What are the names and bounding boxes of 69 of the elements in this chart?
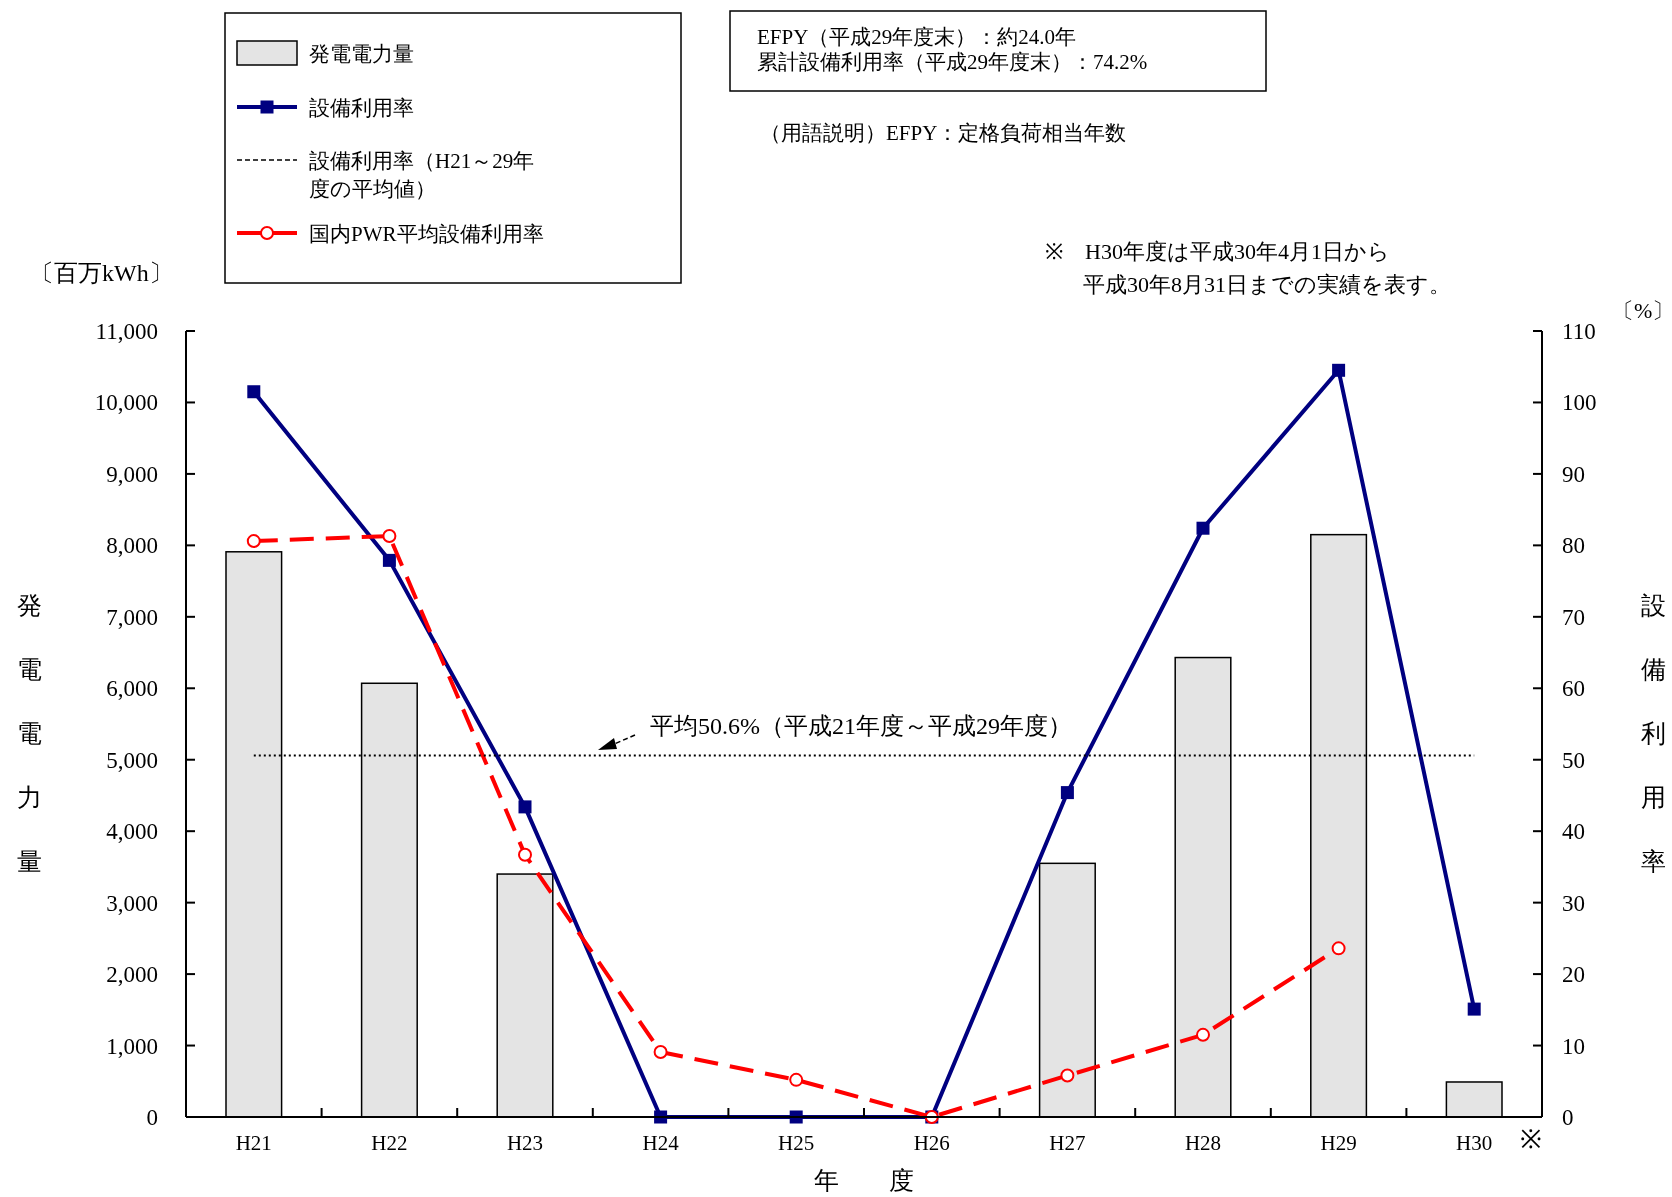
y-tick-label: 0 xyxy=(146,1105,158,1130)
y2-tick-label: 110 xyxy=(1562,319,1596,344)
y-tick-label: 6,000 xyxy=(106,676,158,702)
text: 発電電力量 xyxy=(16,592,42,875)
y2-tick-label: 20 xyxy=(1562,962,1585,988)
y2-tick-label: 50 xyxy=(1562,747,1585,773)
legend-label: 設備利用率 xyxy=(309,96,414,120)
y2-tick-label: 70 xyxy=(1562,604,1585,630)
y-tick-label: 7,000 xyxy=(106,604,158,630)
x-axis-title: 年 度 xyxy=(814,1167,914,1194)
point xyxy=(247,385,261,399)
y2-tick-label: 60 xyxy=(1562,676,1585,702)
x-tick-label: H23 xyxy=(506,1131,544,1155)
y-tick-label: 4,000 xyxy=(106,819,158,845)
legend-label: 国内PWR平均設備利用率 xyxy=(309,222,544,246)
y2-tick-label: 30 xyxy=(1562,890,1585,916)
text: 〔百万kWh〕 xyxy=(30,260,173,286)
y-tick-label: 8,000 xyxy=(106,533,158,559)
y-tick-label: 10,000 xyxy=(94,390,158,416)
x-tick-label: H25 xyxy=(778,1131,815,1155)
y-tick-label: 2,000 xyxy=(106,962,158,988)
point xyxy=(382,553,396,567)
x-tick-label: H30 xyxy=(1456,1131,1493,1155)
x-tick-label: H26 xyxy=(913,1131,950,1155)
x-tick-label: H24 xyxy=(642,1131,680,1155)
legend-label: 発電電力量 xyxy=(309,42,414,66)
point xyxy=(1332,363,1346,377)
y-tick-label: 9,000 xyxy=(106,461,158,487)
point xyxy=(1467,1002,1481,1016)
y-tick-label: 11,000 xyxy=(95,319,158,344)
legend-label: 設備利用率（H21～29年度の平均値） xyxy=(309,149,535,201)
y2-tick-label: 100 xyxy=(1562,390,1597,416)
point xyxy=(518,847,532,862)
y-tick-label: 1,000 xyxy=(106,1033,158,1059)
point xyxy=(1060,786,1074,800)
text: 設備利用率 xyxy=(1640,592,1666,875)
point xyxy=(653,1044,668,1059)
y2-tick-label: 10 xyxy=(1562,1033,1585,1059)
point xyxy=(1060,1068,1075,1083)
x-tick-label: H29 xyxy=(1320,1131,1357,1155)
x-tick-label: H28 xyxy=(1184,1131,1222,1155)
text: ※ xyxy=(1520,1125,1542,1154)
point xyxy=(789,1072,804,1087)
legend-item: 設備利用率 xyxy=(237,96,414,120)
y2-tick-label: 0 xyxy=(1562,1105,1574,1130)
point xyxy=(1196,1027,1210,1042)
legend-item: 発電電力量 xyxy=(236,40,414,66)
text: 平成30年8月31日までの実績を表す。 xyxy=(1083,272,1451,297)
y-tick-label: 3,000 xyxy=(106,890,158,916)
text: （用語説明）EFPY：定格負荷相当年数 xyxy=(760,121,1127,145)
text: EFPY（平成29年度末）：約24.0年 xyxy=(757,25,1077,49)
y-tick-label: 5,000 xyxy=(106,747,158,773)
x-tick-label: H21 xyxy=(235,1131,272,1155)
text: 〔%〕 xyxy=(1612,298,1672,323)
y2-tick-label: 80 xyxy=(1562,533,1585,559)
x-tick-label: H27 xyxy=(1049,1131,1086,1155)
point xyxy=(518,800,532,814)
point xyxy=(382,529,397,544)
y2-tick-label: 40 xyxy=(1562,819,1585,845)
x-tick-label: H22 xyxy=(371,1131,408,1155)
point xyxy=(1196,521,1210,535)
text: ※ H30年度は平成30年4月1日から xyxy=(1045,239,1390,264)
point xyxy=(246,534,261,549)
y2-tick-label: 90 xyxy=(1562,461,1585,487)
annotation: 平均50.6%（平成21年度～平成29年度） xyxy=(650,713,1072,739)
legend-item: 設備利用率（H21～29年度の平均値） xyxy=(236,149,535,201)
text: 累計設備利用率（平成29年度末）：74.2% xyxy=(757,50,1148,74)
point xyxy=(1331,941,1346,956)
legend-item: 国内PWR平均設備利用率 xyxy=(237,222,544,246)
